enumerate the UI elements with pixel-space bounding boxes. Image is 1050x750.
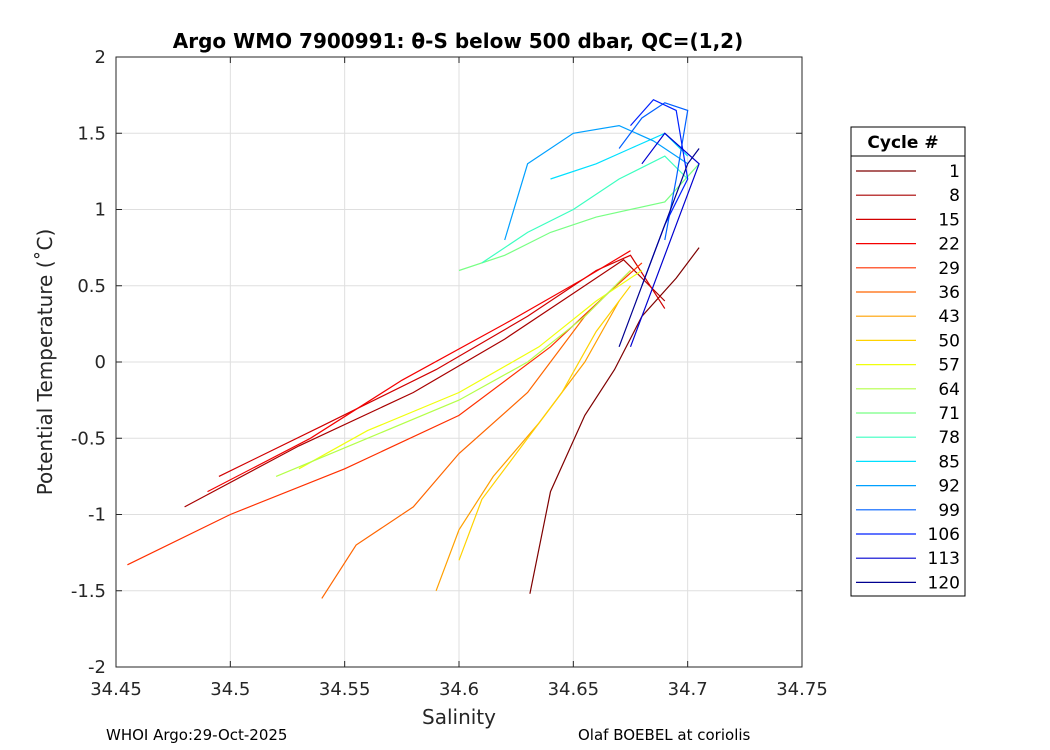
series-line-cycle-85 [550,132,689,180]
x-tick-label: 34.55 [319,679,371,700]
legend-items: 1 8 15 22 29 36 43 50 57 64 71 78 85 92 99 106 113 120 [856,162,960,593]
legend-entry-label: 92 [938,477,960,497]
legend-entry-label: 29 [938,259,960,279]
legend-entry-label: 50 [938,331,960,351]
legend-entry-label: 64 [938,380,960,400]
legend-entry-label: 43 [938,307,960,327]
legend-entry-label: 1 [949,162,960,182]
y-tick-label: 1.5 [77,123,106,144]
footer-left: WHOI Argo:29-Oct-2025 [106,726,288,744]
series-line-cycle-113 [629,132,700,348]
x-tick-label: 34.6 [439,679,479,700]
legend: Cycle # 18152229364350576471788592991061… [850,126,966,597]
legend-entry-label: 57 [938,356,960,376]
series-line-cycle-120 [618,148,700,348]
series-lines [127,98,700,599]
legend-entry-label: 71 [938,404,960,424]
legend-box [850,126,966,597]
legend-entry-label: 78 [938,428,960,448]
series-line-cycle-43 [435,300,620,592]
legend-entry-label: 99 [938,501,960,521]
y-tick-label: -0.5 [71,428,106,449]
legend-title: Cycle # [867,133,938,153]
legend-entry-label: 8 [949,186,960,206]
y-tick-label: -2 [88,657,106,678]
legend-entry-label: 36 [938,283,960,303]
legend-entry-label: 22 [938,235,960,255]
x-tick-label: 34.5 [210,679,250,700]
x-tick-label: 34.7 [668,679,708,700]
series-line-cycle-15 [218,254,666,477]
x-axis-label: Salinity [422,705,496,729]
series-line-cycle-71 [458,163,700,272]
y-tick-label: 2 [95,47,106,68]
series-line-cycle-22 [207,250,631,493]
y-tick-label: 1 [95,200,106,221]
series-line-cycle-1 [529,247,700,594]
series-line-cycle-92 [504,124,689,241]
footer-right: Olaf BOEBEL at coriolis [578,726,751,744]
series-line-cycle-50 [458,285,631,561]
series-line-cycle-64 [275,270,631,477]
y-tick-label: -1.5 [71,581,106,602]
x-axis-ticks: 34.45 34.5 34.55 34.6 34.65 34.7 34.75 [90,57,828,700]
series-line-cycle-78 [481,155,689,264]
series-line-cycle-8 [184,259,666,508]
y-axis-label: Potential Temperature (˚C) [33,229,57,496]
chart-title: Argo WMO 7900991: θ-S below 500 dbar, QC… [173,29,743,53]
x-tick-label: 34.75 [776,679,828,700]
series-line-cycle-57 [298,270,643,470]
y-tick-label: 0 [95,352,106,373]
y-axis-ticks: 2 1.5 1 0.5 0 -0.5 -1 -1.5 -2 [71,47,802,678]
x-tick-label: 34.65 [548,679,600,700]
legend-entry-label: 15 [938,210,960,230]
legend-entry-label: 106 [928,525,960,545]
series-line-cycle-99 [618,102,689,241]
legend-entry-label: 120 [928,573,960,593]
legend-entry-label: 85 [938,452,960,472]
y-tick-label: -1 [88,505,106,526]
x-tick-label: 34.45 [90,679,142,700]
legend-entry-label: 113 [928,549,960,569]
y-tick-label: 0.5 [77,276,106,297]
